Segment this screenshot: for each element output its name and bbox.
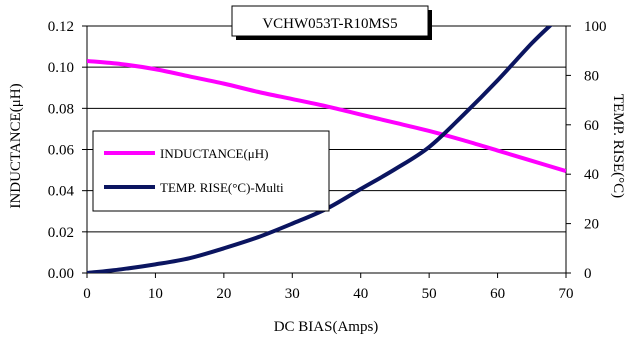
x-tick-label: 40 [353,286,368,302]
legend-label-temp-rise: TEMP. RISE(°C)-Multi [160,180,284,195]
axis-ticks: 0.000.020.040.060.080.100.12020406080100… [48,19,607,302]
chart-title-box: VCHW053T-R10MS5 [231,5,432,40]
x-tick-label: 10 [148,286,163,302]
legend-label-inductance: INDUCTANCE(μH) [160,146,268,161]
x-tick-label: 20 [216,286,231,302]
y-right-tick-label: 20 [584,217,599,233]
y-left-tick-label: 0.00 [48,266,74,282]
y-left-tick-label: 0.06 [48,143,75,159]
x-tick-label: 70 [559,286,574,302]
chart-title: VCHW053T-R10MS5 [262,16,397,32]
y-right-tick-label: 80 [584,68,599,84]
y-left-tick-label: 0.08 [48,101,74,117]
legend: INDUCTANCE(μH) TEMP. RISE(°C)-Multi [92,130,330,212]
x-tick-label: 60 [490,286,505,302]
y-axis-left-label: INDUCTANCE(μH) [8,83,24,208]
y-left-tick-label: 0.04 [48,184,75,200]
x-tick-label: 0 [83,286,91,302]
y-right-tick-label: 100 [584,19,607,35]
y-right-tick-label: 40 [584,167,599,183]
y-left-tick-label: 0.12 [48,19,74,35]
y-axis-right-label: TEMP. RISE(°C) [610,94,626,198]
x-tick-label: 50 [422,286,437,302]
y-left-tick-label: 0.10 [48,60,74,76]
y-left-tick-label: 0.02 [48,225,74,241]
y-right-tick-label: 60 [584,118,599,134]
x-tick-label: 30 [285,286,300,302]
series-line-inductance [87,58,566,174]
x-axis-label: DC BIAS(Amps) [274,319,379,335]
y-right-tick-label: 0 [584,266,592,282]
